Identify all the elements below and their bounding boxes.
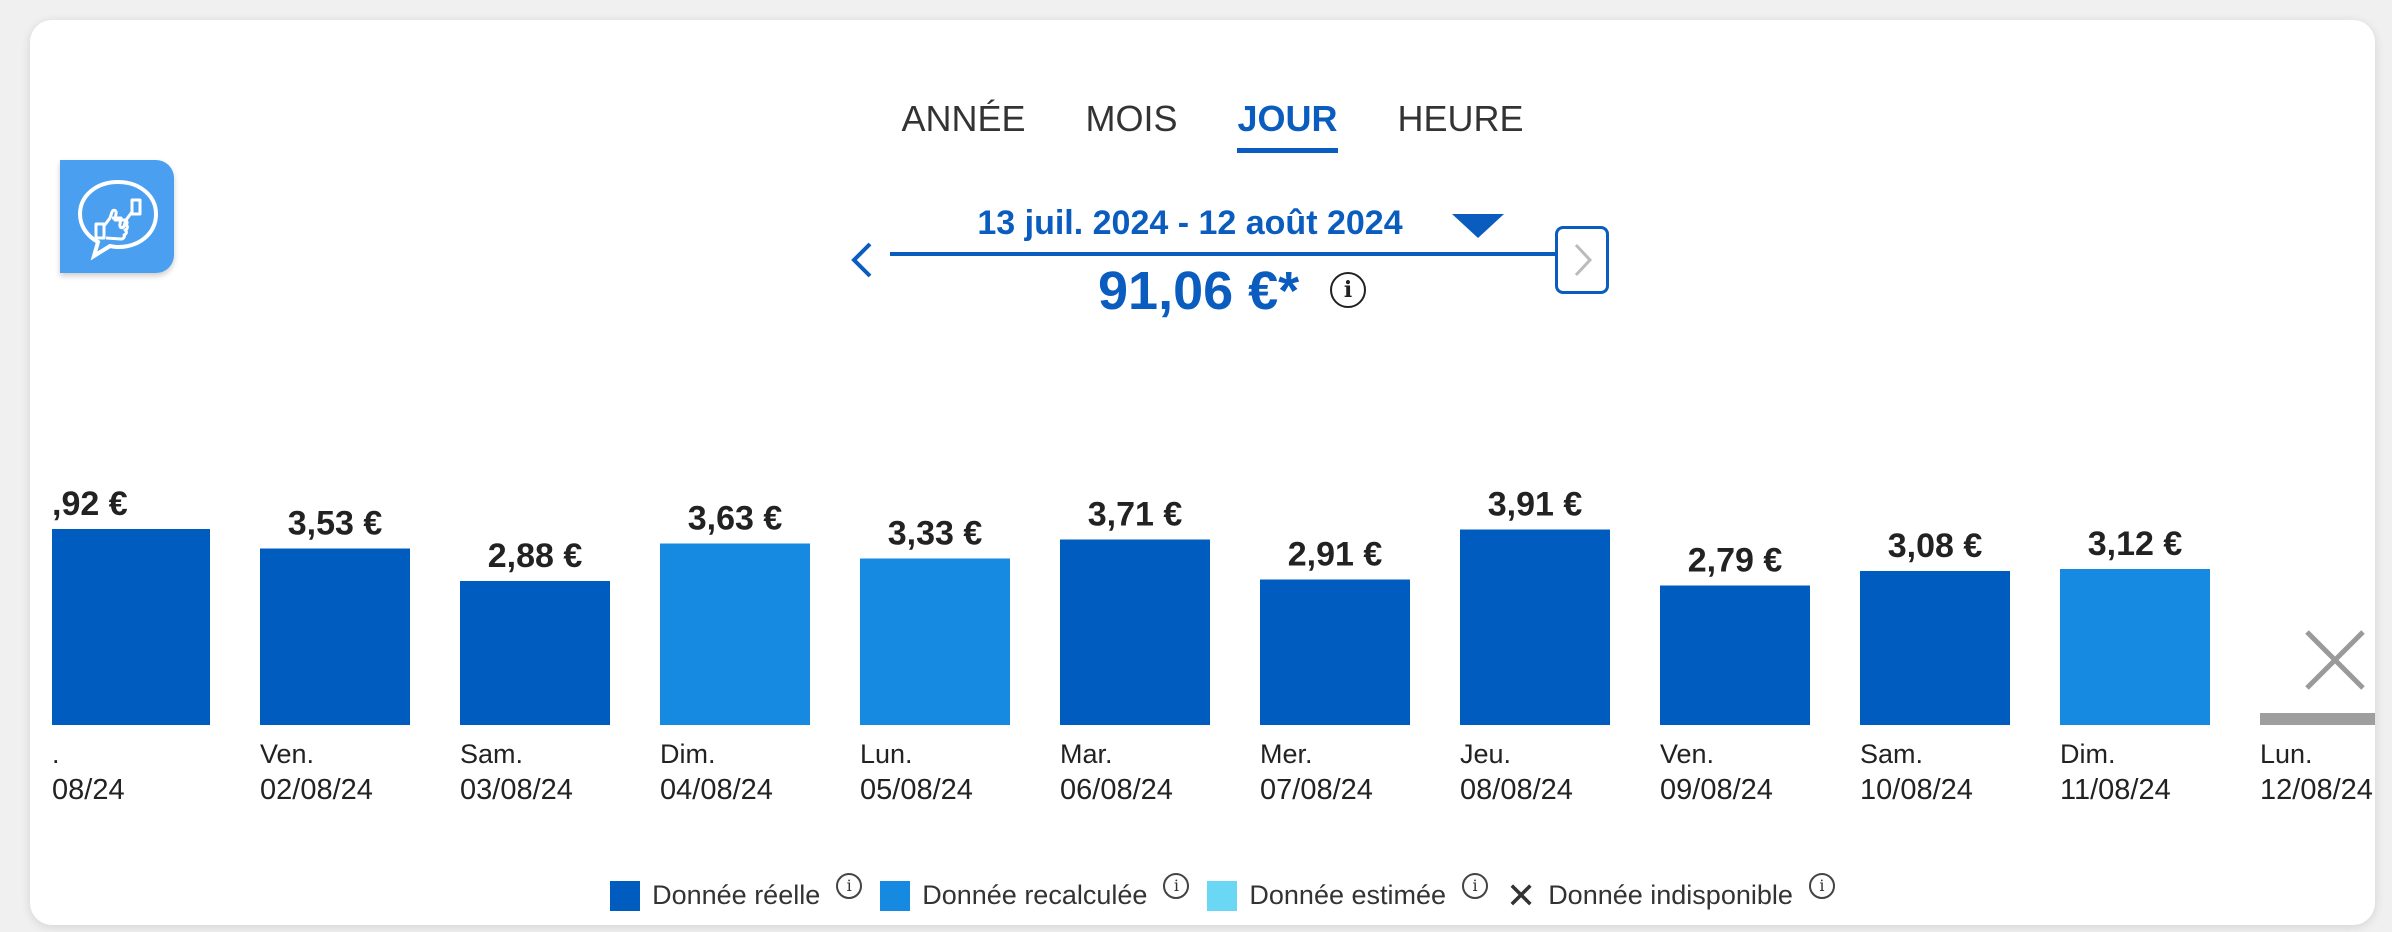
x-tick-day: . — [52, 739, 60, 769]
period-underline — [890, 252, 1578, 256]
period-total: 91,06 €* — [1098, 261, 1300, 321]
legend-swatch-recalculee — [880, 880, 911, 911]
x-tick-date: 02/08/24 — [260, 774, 373, 806]
caret-down-icon[interactable] — [1452, 214, 1504, 238]
bar[interactable] — [1860, 571, 2010, 725]
x-tick-date: 06/08/24 — [1060, 774, 1173, 806]
x-tick-date: 08/24 — [52, 774, 125, 806]
info-icon[interactable]: i — [1462, 872, 1489, 899]
x-tick-day: Dim. — [2060, 739, 2116, 769]
tab-jour[interactable]: JOUR — [1237, 98, 1338, 153]
x-tick-day: Jeu. — [1460, 739, 1511, 769]
feedback-button[interactable] — [60, 160, 174, 273]
legend: Donnée réelle i Donnée recalculée i Donnée… — [30, 872, 2375, 916]
bar[interactable] — [1060, 539, 1210, 726]
bar[interactable] — [860, 558, 1010, 726]
bar-value-label: 3,91 € — [1488, 486, 1583, 524]
period-tabs: ANNÉE MOIS JOUR HEURE — [30, 98, 2375, 153]
legend-label-recalculee: Donnée recalculée — [922, 880, 1148, 910]
info-icon[interactable]: i — [1808, 872, 1835, 899]
next-period-button[interactable] — [1555, 226, 1609, 294]
tab-annee[interactable]: ANNÉE — [901, 98, 1026, 139]
consumption-card: ANNÉE MOIS JOUR HEURE 13 juil. 2024 - 12… — [30, 20, 2375, 925]
info-icon[interactable]: i — [1163, 872, 1190, 899]
bar-value-label: 3,71 € — [1088, 496, 1183, 534]
bar[interactable] — [2060, 569, 2210, 725]
x-tick-day: Mer. — [1260, 739, 1313, 769]
bar-value-label: 3,12 € — [2088, 525, 2183, 563]
x-tick-day: Ven. — [260, 739, 314, 769]
x-tick-day: Sam. — [1860, 739, 1923, 769]
info-icon[interactable]: i — [836, 872, 863, 899]
legend-swatch-estimee — [1207, 880, 1238, 911]
close-icon — [2305, 630, 2365, 690]
x-tick-date: 04/08/24 — [660, 774, 773, 806]
x-tick-date: 03/08/24 — [460, 774, 573, 806]
legend-label-indisponible: Donnée indisponible — [1548, 880, 1793, 910]
x-tick-date: 07/08/24 — [1260, 774, 1373, 806]
bar-value-label: 3,53 € — [288, 505, 383, 543]
chevron-left-icon — [851, 242, 872, 278]
bar-value-label: 2,91 € — [1288, 536, 1383, 574]
legend-item-recalculee: Donnée recalculée i — [880, 872, 1190, 911]
bar-value-label: ,92 € — [52, 485, 128, 523]
chevron-right-icon — [1574, 243, 1593, 277]
x-tick-date: 11/08/24 — [2060, 774, 2171, 806]
bar-value-label: 3,33 € — [888, 515, 983, 553]
legend-label-estimee: Donnée estimée — [1249, 880, 1447, 910]
bar[interactable] — [1460, 529, 1610, 726]
bar[interactable] — [660, 543, 810, 726]
bar-value-label: 3,63 € — [688, 500, 783, 538]
bar[interactable] — [260, 548, 410, 726]
x-tick-date: 10/08/24 — [1860, 774, 1973, 806]
bar[interactable] — [52, 529, 210, 725]
bar-value-label: 3,08 € — [1888, 527, 1983, 565]
x-tick-day: Ven. — [1660, 739, 1714, 769]
x-tick-day: Lun. — [2260, 739, 2313, 769]
close-icon: ✕ — [1506, 874, 1537, 916]
unavailable-bar — [2260, 713, 2375, 725]
x-tick-day: Mar. — [1060, 739, 1113, 769]
bar[interactable] — [1260, 579, 1410, 726]
x-tick-date: 05/08/24 — [860, 774, 973, 806]
thumbs-feedback-icon — [77, 179, 159, 261]
legend-item-reelle: Donnée réelle i — [610, 872, 863, 911]
x-tick-day: Dim. — [660, 739, 716, 769]
period-selector: 13 juil. 2024 - 12 août 2024 91,06 €* i — [30, 200, 2375, 330]
x-tick-date: 12/08/24 — [2260, 774, 2373, 806]
x-tick-date: 09/08/24 — [1660, 774, 1773, 806]
legend-swatch-reelle — [610, 880, 641, 911]
previous-period-button[interactable] — [842, 230, 882, 290]
x-tick-day: Lun. — [860, 739, 913, 769]
legend-item-indisponible: ✕ Donnée indisponible i — [1506, 872, 1835, 916]
tab-heure[interactable]: HEURE — [1397, 98, 1524, 139]
bar-value-label: 2,88 € — [488, 537, 583, 575]
legend-label-reelle: Donnée réelle — [652, 880, 821, 910]
bar-value-label: 2,79 € — [1688, 542, 1783, 580]
legend-item-estimee: Donnée estimée i — [1207, 872, 1489, 911]
info-icon[interactable]: i — [1330, 272, 1366, 308]
daily-cost-chart: ,92 €. 08/24 3,53 € Ven. 02/08/24 2,88 € Sam. 0… — [52, 485, 2375, 806]
tab-mois[interactable]: MOIS — [1085, 98, 1178, 139]
period-label[interactable]: 13 juil. 2024 - 12 août 2024 — [977, 204, 1403, 242]
bar[interactable] — [1660, 585, 1810, 726]
x-tick-day: Sam. — [460, 739, 523, 769]
bar[interactable] — [460, 581, 610, 725]
x-tick-date: 08/08/24 — [1460, 774, 1573, 806]
